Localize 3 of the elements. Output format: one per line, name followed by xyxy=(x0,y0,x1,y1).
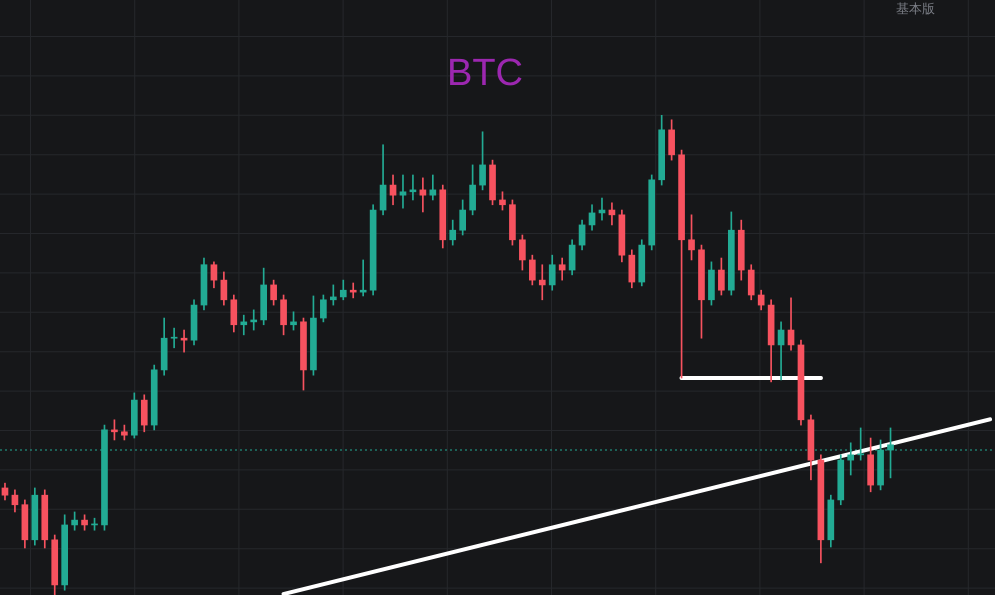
text: 基本版 xyxy=(896,1,935,18)
candlestick xyxy=(91,518,98,531)
chart-title: BTC xyxy=(446,52,524,95)
